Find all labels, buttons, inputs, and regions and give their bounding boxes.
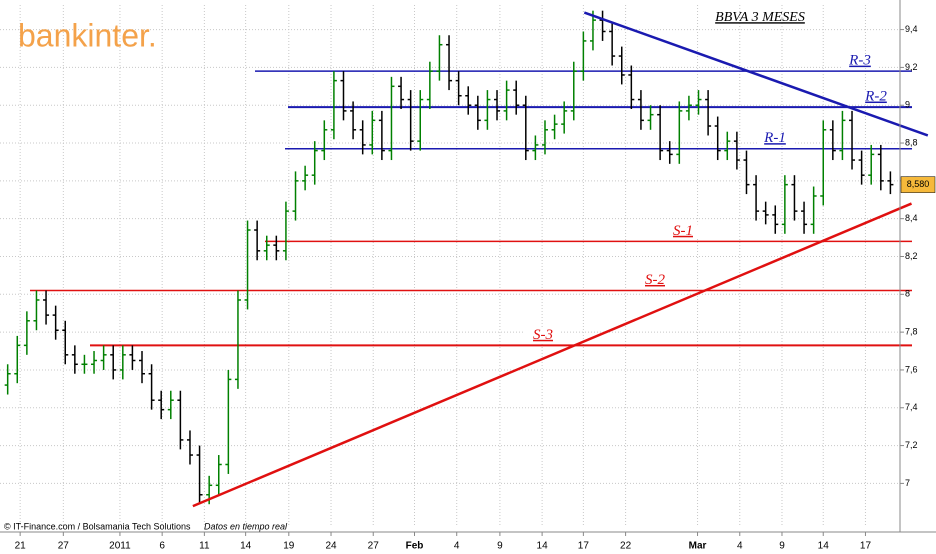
- x-tick-label: 9: [497, 541, 503, 552]
- level-label-bg: [757, 131, 793, 146]
- x-tick-label: 14: [818, 541, 830, 552]
- level-label: S-1: [673, 223, 693, 239]
- last-price-box: [900, 176, 936, 193]
- x-tick-label: 4: [737, 541, 743, 552]
- level-label-bg: [842, 54, 878, 69]
- footer: © IT-Finance.com / Bolsamania Tech Solut…: [4, 521, 191, 531]
- x-tick-label: Feb: [406, 541, 424, 552]
- y-tick-label: 7,2: [905, 440, 918, 450]
- x-tick-label: 27: [368, 541, 380, 552]
- y-tick-label: 8,8: [905, 137, 918, 147]
- trend-line: [192, 202, 912, 508]
- x-tick-label: 27: [58, 541, 70, 552]
- x-tick-label: 6: [159, 541, 165, 552]
- trend-line: [583, 11, 929, 137]
- x-tick-label: 14: [240, 541, 252, 552]
- level-label: S-3: [533, 327, 553, 343]
- x-tick-label: 4: [454, 541, 460, 552]
- y-tick-label: 8: [905, 289, 910, 299]
- x-tick-label: 11: [199, 541, 210, 552]
- level-label-bg: [858, 90, 894, 105]
- level-label: R-3: [848, 53, 871, 69]
- y-tick-label: 7: [905, 478, 910, 488]
- last-price-label: 8,580: [907, 179, 930, 189]
- y-tick-label: 7,6: [905, 364, 918, 374]
- y-tick-label: 8,2: [905, 251, 918, 261]
- x-tick-label: 17: [860, 541, 872, 552]
- level-label-bg: [637, 273, 673, 288]
- footer-note: Datos en tiempo real: [204, 521, 288, 531]
- y-tick-label: 9,4: [905, 24, 918, 34]
- level-label: R-1: [763, 130, 786, 146]
- x-tick-label: 2011: [109, 541, 131, 552]
- level-label-bg: [525, 328, 561, 343]
- level-label: S-2: [645, 272, 665, 288]
- y-tick-label: 9,2: [905, 62, 918, 72]
- x-tick-label: Mar: [689, 541, 707, 552]
- x-tick-label: 24: [325, 541, 337, 552]
- x-tick-label: 19: [283, 541, 295, 552]
- x-tick-label: 21: [15, 541, 27, 552]
- x-tick-label: 9: [779, 541, 785, 552]
- y-tick-label: 9: [905, 100, 910, 110]
- x-tick-label: 14: [537, 541, 549, 552]
- x-tick-label: 17: [578, 541, 590, 552]
- chart-title: BBVA 3 MESES: [715, 10, 805, 25]
- y-tick-label: 7,8: [905, 327, 918, 337]
- logo: bankinter.: [18, 17, 157, 53]
- y-tick-label: 7,4: [905, 402, 918, 412]
- level-label-bg: [665, 224, 701, 239]
- x-tick-label: 22: [620, 541, 632, 552]
- y-tick-label: 8,4: [905, 213, 918, 223]
- level-label: R-2: [864, 89, 887, 105]
